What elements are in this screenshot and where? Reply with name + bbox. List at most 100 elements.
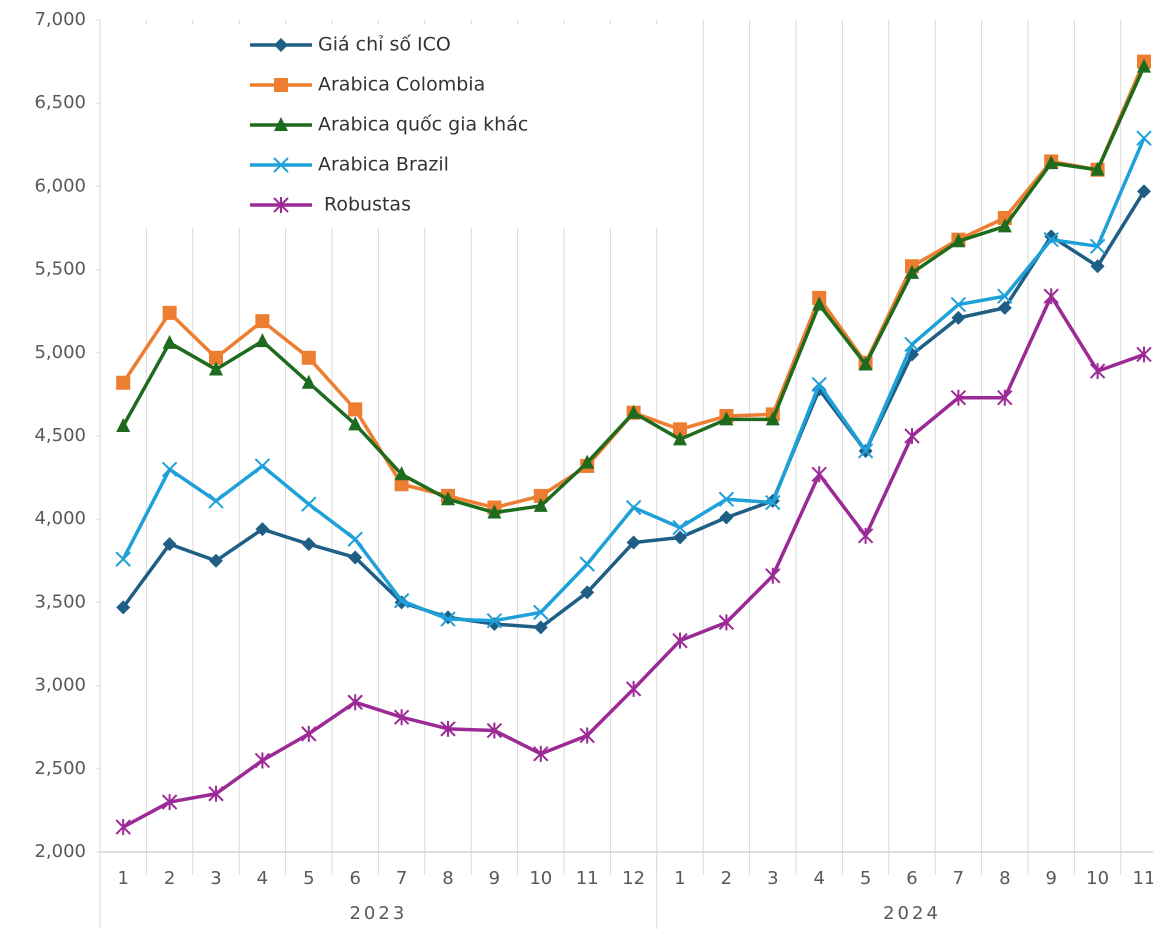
marker	[857, 443, 874, 459]
marker	[1137, 58, 1151, 73]
marker	[254, 458, 271, 474]
x-tick-label: 10	[1086, 868, 1109, 889]
legend-label: Arabica Brazil	[318, 154, 449, 176]
marker	[273, 157, 289, 173]
marker	[765, 567, 781, 584]
marker	[580, 585, 595, 600]
marker	[441, 491, 455, 506]
marker	[116, 600, 131, 615]
legend-label: Arabica quốc gia khác	[318, 114, 528, 136]
y-tick-label: 2,500	[34, 758, 86, 779]
marker	[1044, 155, 1059, 170]
marker	[347, 694, 363, 711]
x-tick-label: 3	[210, 868, 221, 889]
legend: Giá chỉ số ICO Arabica Colombia Arabica qu…	[146, 24, 658, 228]
x-tick-label: 6	[349, 868, 360, 889]
x-tick-label: 9	[489, 868, 500, 889]
marker	[765, 494, 781, 511]
marker	[274, 78, 288, 92]
marker	[393, 593, 410, 609]
x-tick-label: 1	[674, 868, 685, 889]
marker	[673, 530, 687, 545]
marker	[440, 611, 456, 627]
marker	[209, 350, 223, 365]
marker	[718, 491, 735, 507]
marker	[579, 556, 595, 572]
marker	[209, 361, 223, 376]
marker	[161, 794, 178, 811]
marker	[347, 531, 363, 547]
marker	[765, 411, 780, 426]
marker	[533, 488, 548, 503]
marker	[394, 477, 409, 492]
marker	[1043, 231, 1059, 248]
marker	[394, 466, 409, 481]
marker	[625, 499, 642, 516]
series-line	[122, 294, 1145, 829]
x-tick-label: 4	[257, 868, 268, 889]
x-tick-label: 3	[767, 868, 778, 889]
x-tick-label: 7	[953, 868, 964, 889]
x-tick-label: 10	[529, 868, 552, 889]
marker	[116, 418, 131, 433]
marker	[950, 389, 967, 406]
marker	[115, 819, 131, 836]
y-tick-label: 2,000	[34, 841, 86, 862]
marker	[209, 553, 223, 568]
marker	[579, 727, 595, 744]
marker	[904, 336, 920, 353]
y-tick-label: 5,500	[34, 259, 86, 280]
x-tick-label: 11	[576, 868, 599, 889]
marker	[950, 296, 967, 313]
marker	[208, 785, 224, 802]
marker	[273, 197, 289, 213]
marker	[812, 296, 827, 311]
y-tick-label: 4,500	[34, 425, 86, 446]
marker	[625, 680, 642, 697]
marker	[161, 461, 178, 477]
x-tick-label: 12	[622, 868, 645, 889]
marker	[348, 402, 363, 417]
marker	[951, 310, 966, 325]
marker	[1137, 184, 1151, 199]
marker	[997, 218, 1012, 233]
marker	[904, 428, 920, 444]
series	[116, 184, 1151, 635]
marker	[811, 376, 827, 393]
x-tick-label: 9	[1045, 868, 1056, 889]
marker	[580, 454, 595, 469]
x-tick-label: 1	[117, 868, 128, 889]
marker	[672, 519, 688, 536]
marker	[1136, 346, 1152, 363]
marker	[533, 497, 548, 512]
marker	[626, 404, 641, 419]
marker	[274, 38, 288, 52]
marker	[208, 493, 224, 509]
marker	[301, 374, 316, 389]
x-tick-label: 8	[999, 868, 1010, 889]
legend-label: Arabica Colombia	[318, 74, 485, 96]
legend-box	[146, 24, 658, 228]
marker	[626, 535, 641, 550]
marker	[301, 496, 317, 512]
x-tick-label: 7	[396, 868, 407, 889]
marker	[255, 522, 270, 537]
marker	[348, 416, 363, 431]
marker	[719, 510, 734, 525]
x-group-label: 2023	[349, 903, 407, 924]
marker	[486, 722, 503, 739]
legend-label: Giá chỉ số ICO	[318, 34, 451, 56]
y-tick-label: 6,500	[34, 92, 86, 113]
y-tick-label: 4,000	[34, 508, 86, 529]
marker	[1089, 238, 1106, 255]
marker	[116, 375, 131, 390]
marker	[162, 305, 177, 320]
marker	[440, 720, 456, 737]
series	[116, 58, 1151, 519]
marker	[301, 725, 317, 742]
y-tick-label: 5,000	[34, 342, 86, 363]
series	[115, 288, 1152, 836]
marker	[533, 604, 549, 621]
y-tick-label: 7,000	[34, 9, 86, 30]
marker	[274, 117, 288, 131]
